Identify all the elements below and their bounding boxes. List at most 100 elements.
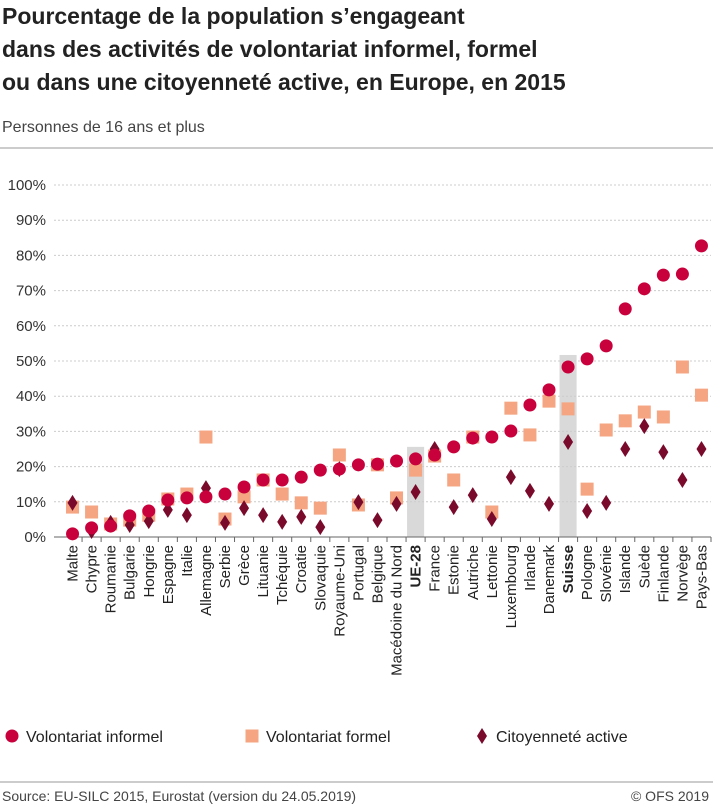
- circle-point: [637, 282, 651, 296]
- y-tick-label: 60%: [16, 318, 46, 335]
- diamond-point: [544, 495, 554, 512]
- x-tick-label: Lettonie: [484, 545, 501, 598]
- y-tick-label: 10%: [16, 494, 46, 511]
- circle-point: [142, 504, 156, 518]
- circle-point: [447, 440, 461, 454]
- circle-point: [599, 339, 613, 353]
- x-tick-label: Hongrie: [141, 545, 158, 598]
- x-tick-label: France: [427, 545, 444, 592]
- x-tick-label: Pologne: [579, 545, 596, 600]
- diamond-point: [315, 519, 326, 536]
- legend-marker: [477, 728, 487, 744]
- diamond-point: [410, 483, 421, 500]
- chart-title: Pourcentage de la population s’engageant: [2, 3, 465, 29]
- subtitle: Personnes de 16 ans et plus: [2, 119, 205, 136]
- diamond-point: [505, 469, 516, 486]
- legend-label: Volontariat informel: [26, 729, 163, 746]
- diamond-point: [239, 500, 250, 517]
- circle-point: [180, 491, 194, 505]
- x-tick-label: Bulgarie: [122, 545, 139, 600]
- y-tick-label: 40%: [16, 388, 46, 405]
- circle-point: [485, 430, 499, 444]
- diamond-point: [524, 482, 535, 499]
- x-tick-label: Chypre: [84, 545, 101, 593]
- circle-point: [294, 470, 308, 484]
- circle-point: [561, 360, 575, 374]
- diamond-point: [353, 494, 364, 511]
- diamond-point: [296, 508, 307, 525]
- diamond-point: [563, 433, 574, 450]
- diamond-point: [448, 499, 459, 516]
- diamond-point: [639, 418, 650, 435]
- circle-point: [332, 462, 346, 476]
- x-tick-label: Estonie: [446, 545, 463, 595]
- square-point: [675, 360, 689, 374]
- circle-point: [85, 521, 99, 535]
- square-point: [199, 430, 213, 444]
- square-point: [637, 405, 651, 419]
- diamond-point: [601, 494, 612, 511]
- x-tick-label: Norvège: [674, 545, 691, 602]
- x-tick-label: Pays-Bas: [693, 545, 710, 609]
- square-point: [447, 473, 461, 487]
- circle-point: [313, 463, 327, 477]
- legend-marker: [245, 729, 259, 743]
- square-point: [561, 402, 575, 416]
- diamond-point: [181, 507, 192, 524]
- x-tick-label: Suède: [636, 545, 653, 588]
- circle-point: [390, 454, 404, 468]
- diamond-point: [391, 495, 402, 512]
- circle-point: [656, 268, 670, 282]
- diamond-point: [372, 512, 383, 529]
- circle-point: [428, 448, 442, 462]
- diamond-point: [143, 513, 154, 530]
- x-tick-label: Slovaquie: [312, 545, 329, 611]
- x-tick-label: Portugal: [350, 545, 367, 601]
- x-tick-label: Finlande: [655, 545, 672, 603]
- circle-point: [237, 480, 251, 494]
- y-tick-label: 20%: [16, 459, 46, 476]
- circle-point: [504, 424, 518, 438]
- legend-label: Volontariat formel: [266, 729, 391, 746]
- y-tick-label: 80%: [16, 247, 46, 264]
- chart-title: ou dans une citoyenneté active, en Europ…: [2, 69, 566, 95]
- x-tick-label: Lituanie: [255, 545, 272, 598]
- x-tick-label: Suisse: [560, 545, 577, 593]
- x-tick-label: Malte: [65, 545, 82, 582]
- circle-point: [256, 473, 270, 487]
- x-tick-label: Belgique: [369, 545, 386, 603]
- y-tick-label: 50%: [16, 353, 46, 370]
- source: Source: EU-SILC 2015, Eurostat (version …: [2, 788, 356, 804]
- square-point: [504, 401, 518, 415]
- x-tick-label: Autriche: [465, 545, 482, 600]
- diamond-point: [67, 494, 78, 511]
- circle-point: [409, 452, 423, 466]
- circle-point: [675, 267, 689, 281]
- diamond-point: [486, 511, 497, 528]
- square-point: [599, 423, 613, 437]
- circle-point: [218, 487, 232, 501]
- square-point: [85, 505, 99, 519]
- square-point: [542, 394, 556, 408]
- circle-point: [618, 302, 632, 316]
- y-tick-label: 90%: [16, 212, 46, 229]
- square-point: [332, 448, 346, 462]
- x-tick-label: Royaume-Uni: [331, 545, 348, 637]
- y-tick-label: 0%: [24, 529, 46, 546]
- circle-point: [351, 458, 365, 472]
- x-tick-label: UE-28: [408, 545, 425, 588]
- square-point: [656, 410, 670, 424]
- y-tick-label: 100%: [8, 177, 46, 194]
- circle-point: [275, 473, 289, 487]
- diamond-point: [467, 487, 478, 504]
- legend-label: Citoyenneté active: [496, 729, 628, 746]
- legend-marker: [5, 729, 19, 743]
- circle-point: [694, 239, 708, 253]
- circle-point: [466, 431, 480, 445]
- circle-point: [161, 493, 175, 507]
- diamond-point: [220, 514, 230, 531]
- credit: © OFS 2019: [631, 788, 709, 804]
- diamond-point: [620, 441, 631, 457]
- circle-point: [104, 519, 118, 533]
- x-tick-label: Tchéquie: [274, 545, 291, 605]
